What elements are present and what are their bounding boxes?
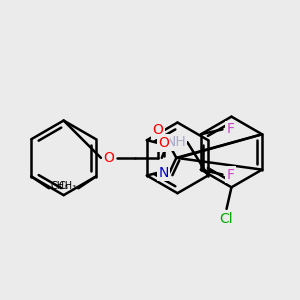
- Text: F: F: [226, 122, 234, 136]
- Text: O: O: [158, 136, 169, 150]
- Text: O: O: [103, 151, 114, 165]
- Text: NH: NH: [165, 135, 186, 149]
- Text: N: N: [158, 166, 169, 180]
- Text: CH₃: CH₃: [51, 181, 69, 191]
- Text: Cl: Cl: [220, 212, 233, 226]
- Text: F: F: [226, 167, 234, 182]
- Text: O: O: [152, 123, 163, 137]
- Text: CH₃: CH₃: [58, 181, 76, 191]
